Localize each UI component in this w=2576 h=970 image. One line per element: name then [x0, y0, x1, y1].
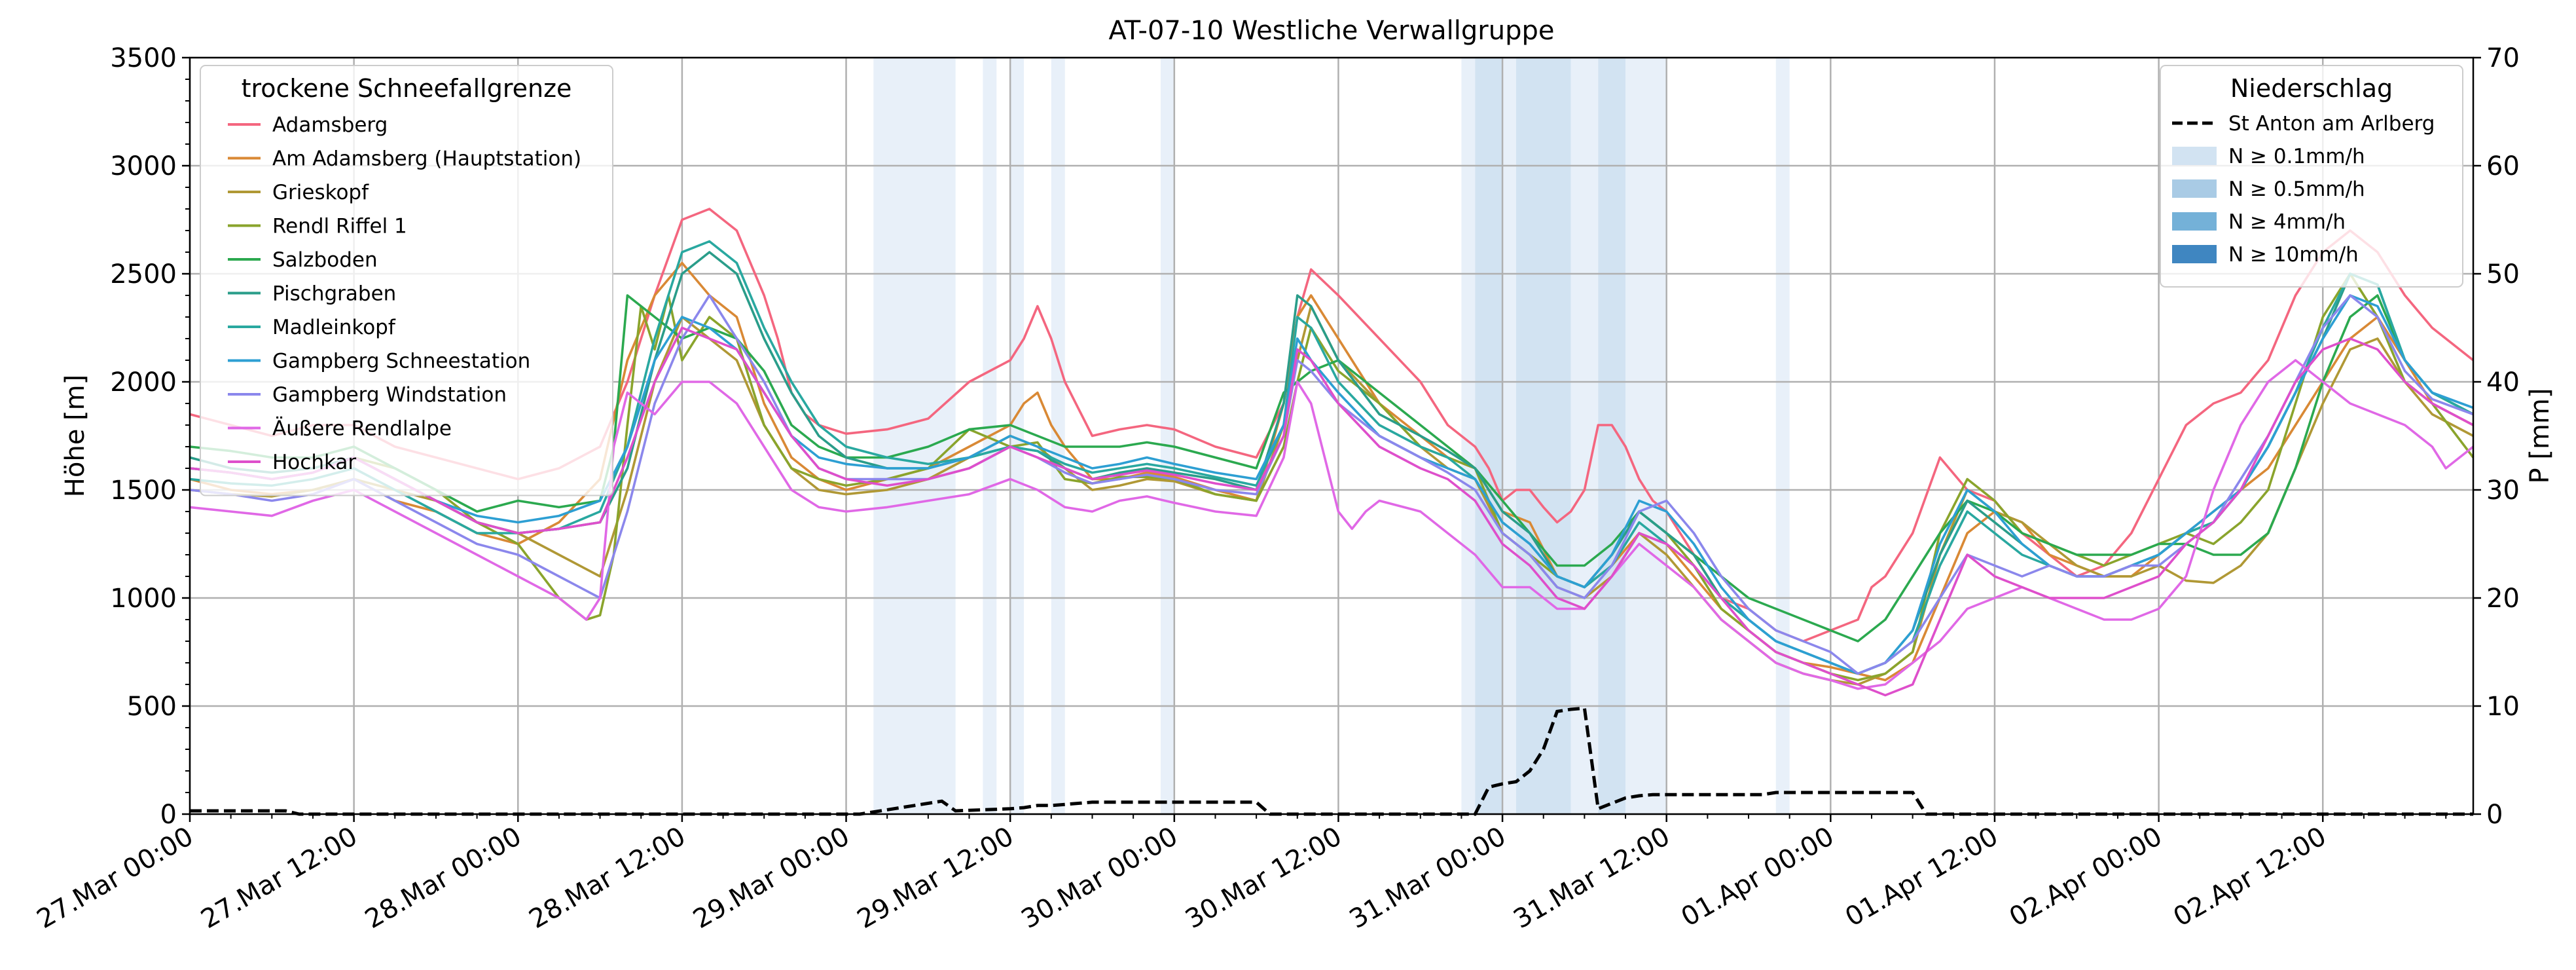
legend-right-label-4: N ≥ 10mm/h: [2228, 243, 2359, 267]
legend-right-label-0: St Anton am Arlberg: [2228, 112, 2435, 136]
y-right-tick-label-2: 20: [2486, 584, 2520, 614]
x-tick-label-5: 29.Mar 12:00: [852, 821, 1019, 935]
y-right-tick-label-3: 30: [2486, 476, 2520, 506]
legend-right-swatch-2: [2172, 179, 2217, 198]
legend-right-swatch-1: [2172, 147, 2217, 165]
x-tick-label-6: 30.Mar 00:00: [1017, 821, 1183, 935]
legend-left-label-9: Äußere Rendlalpe: [272, 417, 452, 441]
x-tick-label-3: 28.Mar 12:00: [524, 821, 691, 935]
precip-band-10: [1598, 58, 1626, 814]
series-line-adamsberg: [189, 208, 2475, 643]
x-tick-label-8: 31.Mar 00:00: [1345, 821, 1511, 935]
precip-line-st-anton: [190, 706, 2473, 816]
x-tick-label-10: 01.Apr 00:00: [1676, 821, 1839, 933]
series-line-salzboden: [189, 294, 2474, 643]
precip-band-2: [1010, 58, 1025, 814]
legend-left: trockene Schneefallgrenze Adamsberg Am Ada…: [200, 65, 613, 496]
precip-layer: [190, 706, 2473, 816]
y-tick-label-7: 3500: [110, 43, 177, 73]
precip-band-4: [1160, 58, 1174, 814]
y-axis-label-right: P [mm]: [2525, 388, 2555, 484]
legend-left-box: [200, 65, 613, 496]
y-right-tick-label-4: 40: [2486, 367, 2520, 398]
x-tick-label-9: 31.Mar 12:00: [1508, 821, 1675, 935]
y-tick-label-6: 3000: [110, 151, 177, 181]
legend-left-label-4: Salzboden: [272, 248, 378, 272]
x-tick-label-2: 28.Mar 00:00: [360, 821, 526, 935]
precip-band-7: [1502, 58, 1516, 814]
y-axis-label: Höhe [m]: [60, 375, 90, 497]
legend-right-label-1: N ≥ 0.1mm/h: [2228, 145, 2365, 168]
legend-right-box: [2160, 65, 2463, 288]
precip-band-8: [1515, 58, 1571, 814]
x-tick-label-7: 30.Mar 12:00: [1180, 821, 1347, 935]
y-tick-label-1: 500: [127, 692, 177, 722]
y-tick-label-2: 1000: [110, 584, 177, 614]
legend-left-title: trockene Schneefallgrenze: [242, 74, 572, 103]
precip-bands: [873, 58, 1790, 814]
legend-left-label-2: Grieskopf: [272, 181, 369, 204]
y-tick-label-0: 0: [160, 800, 177, 830]
series-line-aussere-rendlalpe: [189, 359, 2475, 690]
legend-left-label-1: Am Adamsberg (Hauptstation): [272, 147, 581, 171]
legend-left-label-10: Hochkar: [272, 451, 356, 474]
legend-right-swatch-4: [2172, 245, 2217, 263]
legend-right-swatch-3: [2172, 212, 2217, 231]
y-right-tick-label-6: 60: [2486, 151, 2520, 181]
precip-band-5: [1461, 58, 1476, 814]
series-line-hochkar: [189, 326, 2474, 697]
legend-left-label-6: Madleinkopf: [272, 316, 396, 339]
y-right-tick-label-1: 10: [2486, 692, 2520, 722]
x-tick-label-4: 29.Mar 00:00: [688, 821, 854, 935]
plot-frame: [189, 56, 2475, 815]
y-right-tick-label-5: 50: [2486, 259, 2520, 289]
legend-left-label-8: Gampberg Windstation: [272, 383, 507, 407]
legend-right-label-3: N ≥ 4mm/h: [2228, 210, 2346, 234]
legend-right-title: Niederschlag: [2230, 74, 2393, 103]
y-tick-label-5: 2500: [110, 259, 177, 289]
x-tick-label-11: 01.Apr 12:00: [1840, 821, 2003, 933]
y-tick-label-3: 1500: [110, 476, 177, 506]
y-right-tick-label-7: 70: [2486, 43, 2520, 73]
precip-band-11: [1625, 58, 1667, 814]
x-tick-label-12: 02.Apr 00:00: [2005, 821, 2168, 933]
legend-right: Niederschlag St Anton am Arlberg N ≥ 0.1mm…: [2160, 65, 2463, 288]
chart-title: AT-07-10 Westliche Verwallgruppe: [1109, 16, 1555, 46]
precip-band-0: [873, 58, 956, 814]
legend-left-label-5: Pischgraben: [272, 282, 396, 306]
legend-left-label-3: Rendl Riffel 1: [272, 215, 407, 238]
series-line-gampberg-windstation: [189, 294, 2474, 675]
precip-band-12: [1775, 58, 1790, 814]
legend-left-label-7: Gampberg Schneestation: [272, 350, 530, 373]
series-layer: [189, 208, 2475, 697]
precip-band-6: [1475, 58, 1503, 814]
x-tick-label-13: 02.Apr 12:00: [2168, 821, 2331, 933]
series-line-grieskopf: [189, 305, 2474, 686]
legend-right-label-2: N ≥ 0.5mm/h: [2228, 177, 2365, 201]
y-right-tick-label-0: 0: [2486, 800, 2503, 830]
precip-band-9: [1570, 58, 1599, 814]
x-tick-label-1: 27.Mar 12:00: [196, 821, 362, 935]
legend-left-label-0: Adamsberg: [272, 113, 388, 137]
y-tick-label-4: 2000: [110, 367, 177, 398]
x-tick-label-0: 27.Mar 00:00: [32, 821, 198, 935]
